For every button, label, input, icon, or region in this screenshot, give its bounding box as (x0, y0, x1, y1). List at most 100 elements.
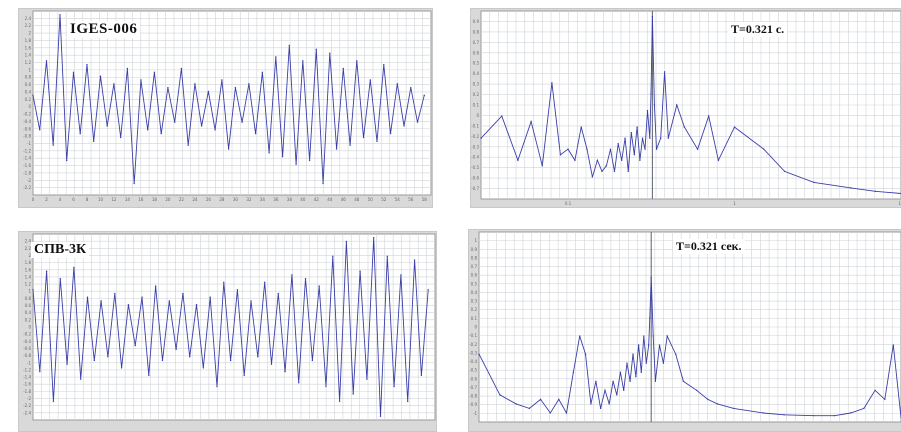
data-point (609, 148, 612, 150)
y-tick-label: -0.4 (471, 155, 479, 160)
data-point (696, 148, 699, 150)
chart-svg-spv-time: 2.4 2.2 2 1.8 1.6 1.4 1.2 1 0.8 0.6 0.4 0.2 0 -0.2 -0.… (23, 233, 436, 421)
data-point (140, 79, 142, 81)
data-point (601, 170, 603, 173)
y-tick-label: -1.6 (23, 163, 31, 168)
y-tick-label: -1.2 (23, 148, 31, 153)
y-tick-label: 0 (474, 325, 477, 330)
data-point (369, 79, 371, 81)
data-point (93, 359, 96, 362)
data-point (311, 359, 314, 362)
chart-panel-spv-spectrum: 1 0.9 0.8 0.7 0.6 0.5 0.4 0.3 0.2 0.1 0 -0.1 -0.2 -0.… (468, 229, 901, 432)
data-point (599, 407, 602, 410)
data-point (549, 412, 551, 414)
data-point (270, 363, 273, 365)
y-tick-label: 1.6 (25, 267, 32, 272)
data-point (366, 378, 368, 380)
y-tick-label: 1.6 (25, 45, 32, 50)
y-tick-label: 0.3 (471, 299, 478, 304)
data-point (93, 140, 95, 143)
y-tick-label: 2.4 (25, 16, 32, 21)
y-tick-label: 1.8 (25, 260, 32, 265)
data-point (86, 63, 88, 66)
data-point (624, 137, 626, 139)
data-point (530, 120, 532, 123)
x-tick-label: 50 (368, 197, 374, 202)
y-tick-label: 0.6 (471, 273, 478, 278)
data-point (329, 52, 331, 54)
data-point (403, 125, 405, 127)
data-point (168, 300, 170, 302)
data-point (783, 170, 786, 173)
data-point (580, 126, 582, 128)
data-point (187, 144, 189, 146)
data-point (389, 132, 392, 135)
data-point (676, 104, 678, 106)
data-point (79, 378, 82, 380)
data-point (39, 370, 41, 373)
x-tick-label: 44 (327, 197, 333, 202)
x-tick-label: 52 (381, 197, 387, 202)
y-tick-label: -0.9 (469, 402, 477, 407)
chart-title: T=0.321 сек. (673, 239, 745, 254)
y-tick-label: 0.4 (473, 71, 480, 76)
data-point (120, 367, 123, 369)
data-point (616, 394, 618, 396)
y-tick-label: 0.4 (25, 310, 32, 315)
y-tick-label: -2 (27, 178, 31, 183)
data-point (173, 121, 176, 123)
data-point (613, 170, 616, 173)
data-point (605, 165, 608, 167)
y-tick-label: 1 (28, 67, 31, 72)
y-tick-label: -0.3 (469, 350, 477, 355)
data-point (641, 137, 644, 139)
data-point (849, 412, 852, 414)
data-point (291, 274, 293, 276)
chart-panel-spv-time: 2.4 2.2 2 1.8 1.6 1.4 1.2 1 0.8 0.6 0.4 0.2 0 -0.2 -0.… (18, 231, 437, 432)
data-point (558, 398, 560, 401)
data-point (223, 281, 225, 284)
data-point (73, 266, 75, 269)
data-point (649, 317, 651, 319)
data-point (202, 367, 205, 369)
data-point (682, 380, 685, 382)
y-tick-label: 0.3 (473, 82, 480, 87)
data-point (650, 276, 652, 278)
y-tick-label: 2 (28, 253, 31, 258)
data-point (345, 240, 348, 243)
data-point (107, 356, 109, 358)
data-point (416, 121, 419, 123)
data-point (480, 137, 482, 139)
y-tick-label: 0 (28, 325, 31, 330)
data-point (45, 270, 48, 272)
data-point (66, 159, 68, 162)
x-tick-label: 18 (152, 197, 158, 202)
data-point (72, 71, 75, 74)
x-tick-label: 46 (341, 197, 347, 202)
data-point (214, 129, 216, 131)
y-tick-label: -0.7 (469, 385, 477, 390)
data-point (342, 67, 345, 70)
x-tick-label: 2 (45, 197, 48, 202)
data-point (423, 94, 425, 97)
data-point (551, 82, 553, 84)
data-point (499, 394, 501, 396)
y-tick-label: -0.3 (471, 144, 479, 149)
data-point (539, 398, 542, 401)
y-tick-label: -0.5 (469, 368, 477, 373)
data-point (99, 75, 102, 77)
data-point (194, 83, 196, 85)
x-tick-label: 24 (192, 197, 198, 202)
grid (481, 11, 901, 199)
data-point (114, 292, 116, 295)
y-tick-label: 0.2 (473, 92, 480, 97)
y-tick-label: 0.1 (471, 316, 478, 321)
x-tick-label: 0.1 (565, 201, 572, 206)
y-tick-label: 0.5 (473, 61, 480, 66)
y-tick-label: -1.4 (23, 375, 31, 380)
data-point (308, 159, 311, 162)
data-point (627, 170, 629, 173)
data-point (386, 255, 389, 258)
data-point (119, 136, 122, 139)
data-point (250, 300, 252, 302)
